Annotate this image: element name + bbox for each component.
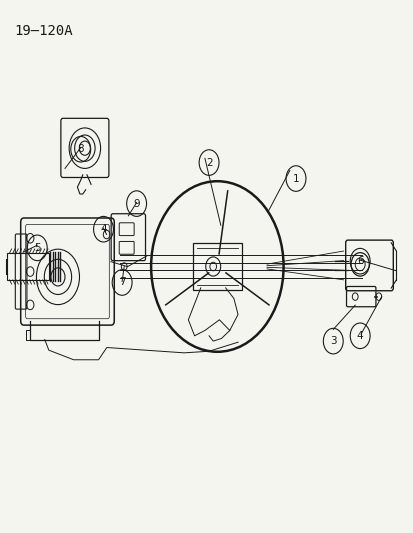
Text: 7: 7 — [119, 278, 125, 287]
Text: 4: 4 — [100, 224, 107, 234]
Text: 4: 4 — [356, 331, 363, 341]
Text: 1: 1 — [292, 174, 299, 183]
Text: 5: 5 — [34, 243, 40, 253]
Text: 2: 2 — [205, 158, 212, 167]
Text: 6: 6 — [356, 256, 363, 266]
Text: 9: 9 — [133, 199, 140, 208]
Bar — [192, 243, 242, 290]
Text: 3: 3 — [329, 336, 336, 346]
Text: 8: 8 — [77, 144, 84, 154]
Bar — [7, 253, 49, 280]
Text: 19–120A: 19–120A — [14, 24, 73, 38]
